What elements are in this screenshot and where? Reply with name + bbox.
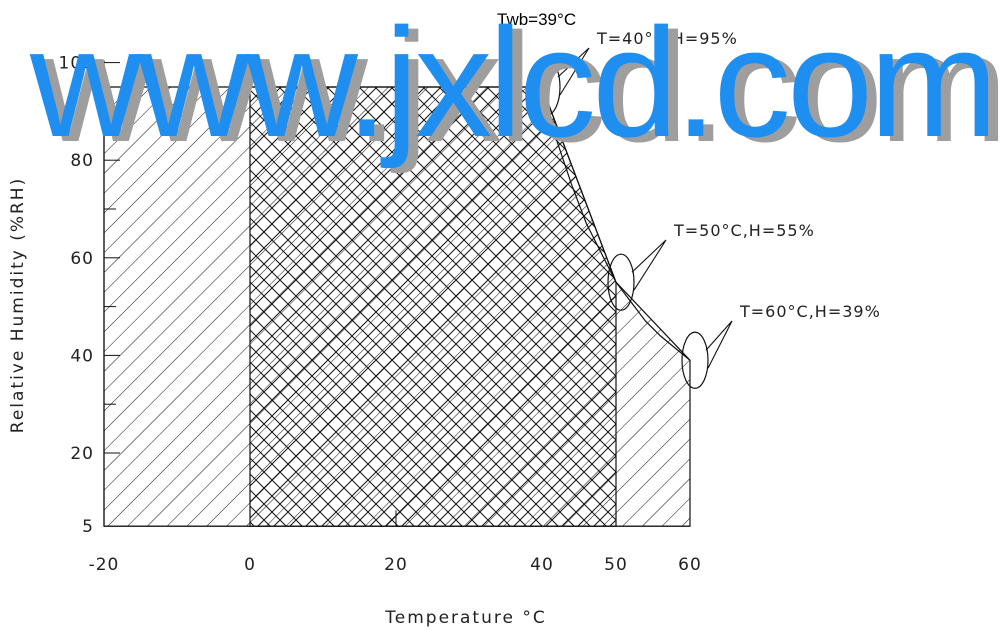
wet-bulb-curve xyxy=(541,62,691,361)
watermark: www.jxlcd.com www.jxlcd.com xyxy=(29,0,1008,174)
tick-labels: -20 0 20 40 50 60 5 20 40 60 80 95 100 xyxy=(59,54,702,575)
annotations: T=40°C,H=95% T=50°C,H=55% T=60°C,H=39% xyxy=(533,29,881,389)
x-tick-label: 0 xyxy=(244,555,256,575)
y-axis-title: Relative Humidity (%RH) xyxy=(8,177,28,433)
y-tick-label: 60 xyxy=(70,249,94,269)
x-tick-label: 20 xyxy=(384,555,408,575)
operating-regions xyxy=(103,86,691,527)
y-tick-label: 100 xyxy=(59,54,94,74)
x-tick-label: -20 xyxy=(89,555,120,575)
x-tick-label: 40 xyxy=(530,555,554,575)
x-tick-label: 50 xyxy=(604,555,628,575)
annotation-ellipse xyxy=(681,331,709,389)
annotation-label: T=60°C,H=39% xyxy=(739,302,881,321)
y-tick-label: 20 xyxy=(70,444,94,464)
annotation-ellipse xyxy=(607,253,635,311)
annotation-leader xyxy=(631,239,667,291)
wet-bulb-label: Twb=39°C xyxy=(497,10,576,29)
watermark-shadow: www.jxlcd.com xyxy=(39,1,1004,174)
y-tick-label: 95 xyxy=(70,78,94,98)
annotation-leader xyxy=(705,320,733,369)
wet-bulb-line xyxy=(541,62,691,361)
y-tick-label: 5 xyxy=(82,517,94,537)
annotation-ellipse xyxy=(533,58,561,116)
y-tick-label: 80 xyxy=(70,151,94,171)
x-axis-title: Temperature °C xyxy=(384,608,546,628)
annotation-label: T=40°C,H=95% xyxy=(596,29,738,48)
x-tick-label: 60 xyxy=(678,555,702,575)
annotation-leader xyxy=(557,47,590,96)
axes xyxy=(103,60,690,527)
watermark-text: www.jxlcd.com xyxy=(29,0,994,169)
annotation-label: T=50°C,H=55% xyxy=(673,221,815,240)
y-tick-label: 40 xyxy=(70,346,94,366)
